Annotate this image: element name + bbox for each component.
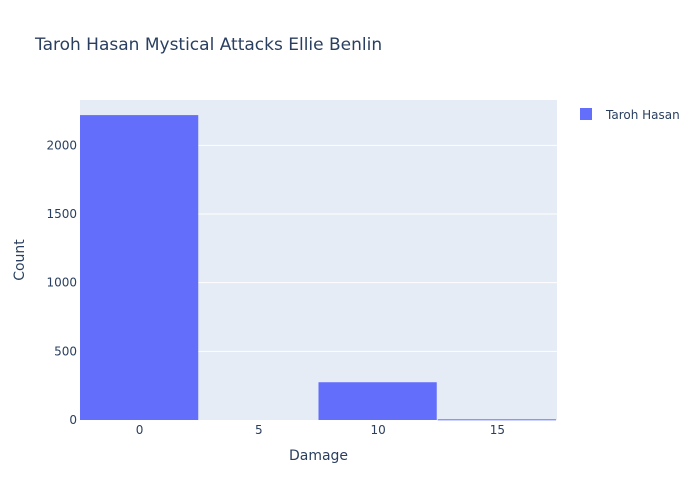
y-axis-ticks: 0 500 1000 1500 2000	[46, 138, 77, 427]
x-axis-ticks: 0 5 10 15	[136, 423, 505, 437]
y-tick-label: 500	[54, 344, 77, 358]
x-tick-label: 15	[490, 423, 505, 437]
x-axis-title: Damage	[289, 448, 348, 464]
bars	[80, 115, 556, 421]
y-tick-label: 1000	[46, 276, 77, 290]
legend-swatch	[580, 108, 592, 120]
histogram-bar[interactable]	[437, 419, 556, 421]
y-tick-label: 0	[69, 413, 77, 427]
legend[interactable]: Taroh Hasan	[580, 108, 680, 122]
x-tick-label: 5	[255, 423, 263, 437]
y-tick-label: 2000	[46, 138, 77, 152]
histogram-bar[interactable]	[318, 382, 437, 420]
x-tick-label: 10	[370, 423, 385, 437]
chart-title: Taroh Hasan Mystical Attacks Ellie Benli…	[34, 35, 382, 55]
y-tick-label: 1500	[46, 207, 77, 221]
histogram-bar[interactable]	[80, 115, 199, 420]
x-tick-label: 0	[136, 423, 144, 437]
y-axis-title: Count	[12, 239, 28, 281]
legend-item-label: Taroh Hasan	[605, 108, 680, 122]
